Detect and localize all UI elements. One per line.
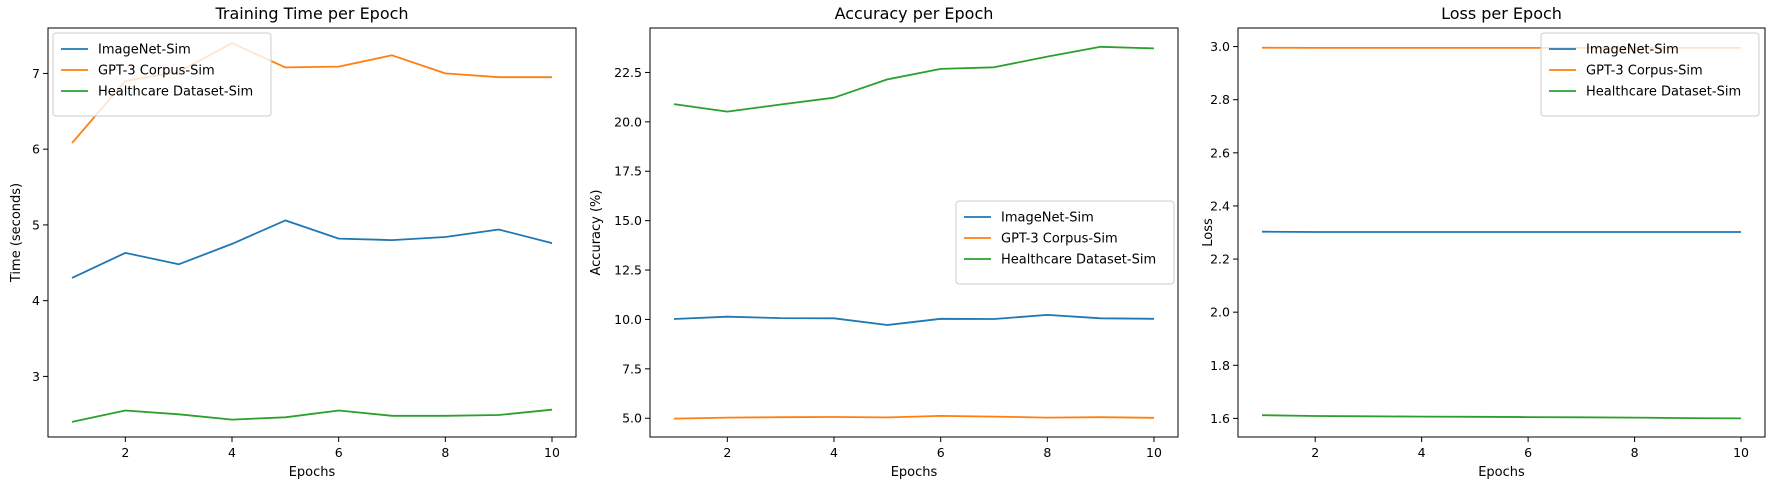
series-line-gpt-3-corpus-sim bbox=[673, 414, 1155, 420]
legend: ImageNet-Sim GPT-3 Corpus-Sim Healthcare D… bbox=[1540, 32, 1760, 117]
y-tick-label: 3 bbox=[32, 369, 40, 384]
x-tick-label: 4 bbox=[1418, 445, 1426, 460]
chart-panel-2: Accuracy per Epoch 2 4 6 8 10 5.0 7.5 10.0 12.5 15… bbox=[589, 4, 1179, 480]
x-tick-label: 6 bbox=[937, 445, 945, 460]
y-tick-label: 10.0 bbox=[614, 312, 642, 327]
x-tick-label: 2 bbox=[1311, 445, 1319, 460]
legend-box bbox=[52, 32, 272, 117]
series-line-healthcare-dataset-sim bbox=[71, 408, 553, 423]
chart-title: Loss per Epoch bbox=[1441, 4, 1562, 23]
y-tick-label: 1.6 bbox=[1210, 411, 1230, 426]
legend-entry: GPT-3 Corpus-Sim bbox=[1586, 64, 1703, 79]
y-axis-label: Time (seconds) bbox=[9, 183, 24, 283]
x-tick-label: 10 bbox=[1146, 445, 1162, 460]
y-tick-label: 5 bbox=[32, 217, 40, 232]
y-tick-label: 4 bbox=[32, 293, 40, 308]
y-tick-label: 2.0 bbox=[1210, 305, 1230, 320]
legend-entry: GPT-3 Corpus-Sim bbox=[98, 64, 215, 79]
legend-entry: GPT-3 Corpus-Sim bbox=[1001, 232, 1118, 247]
x-axis-label: Epochs bbox=[891, 465, 938, 480]
x-tick-label: 4 bbox=[228, 445, 236, 460]
y-tick-label: 20.0 bbox=[614, 114, 642, 129]
x-tick-label: 2 bbox=[723, 445, 731, 460]
legend-entry: Healthcare Dataset-Sim bbox=[1001, 253, 1156, 268]
y-tick-label: 15.0 bbox=[614, 213, 642, 228]
legend: ImageNet-Sim GPT-3 Corpus-Sim Healthcare D… bbox=[955, 200, 1175, 285]
y-tick-label: 2.4 bbox=[1210, 198, 1230, 213]
legend-entry: ImageNet-Sim bbox=[1001, 211, 1094, 226]
x-tick-label: 8 bbox=[1631, 445, 1639, 460]
series-line-imagenet-sim bbox=[71, 219, 553, 279]
y-axis-label: Accuracy (%) bbox=[589, 190, 604, 276]
y-tick-label: 7.5 bbox=[622, 361, 642, 376]
y-tick-label: 6 bbox=[32, 142, 40, 157]
legend-entry: ImageNet-Sim bbox=[1586, 43, 1679, 58]
legend-box bbox=[955, 200, 1175, 285]
x-axis-label: Epochs bbox=[1478, 465, 1525, 480]
chart-panel-3: Loss per Epoch 2 4 6 8 10 1.6 1.8 2.0 2.2 2.4 2.6 2.… bbox=[1201, 4, 1766, 480]
y-tick-label: 7 bbox=[32, 66, 40, 81]
y-tick-label: 22.5 bbox=[614, 65, 642, 80]
y-axis-label: Loss bbox=[1201, 218, 1216, 247]
x-tick-label: 6 bbox=[1524, 445, 1532, 460]
chart-panel-1: Training Time per Epoch 2 4 6 8 10 3 4 5 6 7 Epochs… bbox=[9, 4, 577, 480]
y-tick-label: 12.5 bbox=[614, 263, 642, 278]
legend-box bbox=[1540, 32, 1760, 117]
x-tick-label: 10 bbox=[1733, 445, 1749, 460]
x-axis-label: Epochs bbox=[289, 465, 336, 480]
plot-frame bbox=[1237, 27, 1766, 438]
y-tick-label: 2.6 bbox=[1210, 145, 1230, 160]
x-tick-label: 8 bbox=[441, 445, 449, 460]
y-tick-label: 17.5 bbox=[614, 164, 642, 179]
y-tick-label: 1.8 bbox=[1210, 358, 1230, 373]
legend: ImageNet-Sim GPT-3 Corpus-Sim Healthcare D… bbox=[52, 32, 272, 117]
x-tick-label: 2 bbox=[121, 445, 129, 460]
series-line-imagenet-sim bbox=[673, 313, 1155, 326]
y-tick-label: 5.0 bbox=[622, 411, 642, 426]
chart-title: Training Time per Epoch bbox=[214, 4, 408, 23]
series-line-healthcare-dataset-sim bbox=[1261, 414, 1742, 420]
y-tick-label: 2.8 bbox=[1210, 92, 1230, 107]
y-tick-label: 3.0 bbox=[1210, 39, 1230, 54]
chart-title: Accuracy per Epoch bbox=[835, 4, 994, 23]
plot-frame bbox=[649, 27, 1179, 438]
legend-entry: Healthcare Dataset-Sim bbox=[98, 85, 253, 100]
x-tick-label: 6 bbox=[335, 445, 343, 460]
legend-entry: Healthcare Dataset-Sim bbox=[1586, 85, 1741, 100]
y-tick-label: 2.2 bbox=[1210, 252, 1230, 267]
series-line-healthcare-dataset-sim bbox=[673, 45, 1155, 113]
x-tick-label: 10 bbox=[544, 445, 560, 460]
legend-entry: ImageNet-Sim bbox=[98, 43, 191, 58]
plot-frame bbox=[47, 27, 577, 438]
x-tick-label: 8 bbox=[1043, 445, 1051, 460]
x-tick-label: 4 bbox=[830, 445, 838, 460]
